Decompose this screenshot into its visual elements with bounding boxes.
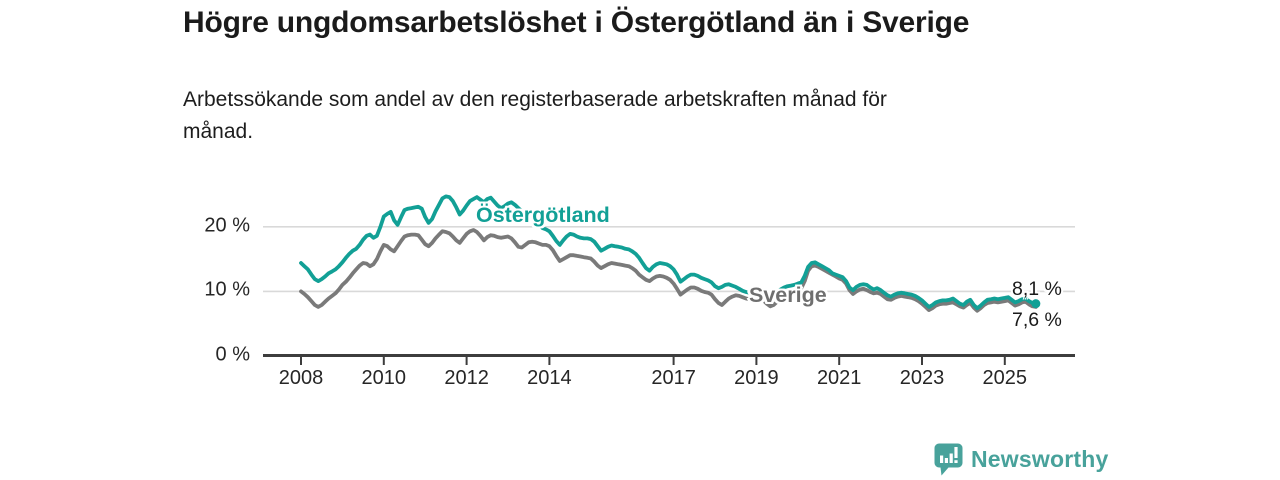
y-tick-label: 0 % [215,343,250,366]
y-tick-label: 20 % [204,214,250,237]
y-tick-label: 10 % [204,278,250,301]
x-tick-label: 2021 [816,367,862,389]
x-tick-label: 2023 [899,367,945,389]
line-series-1 [299,228,1038,313]
newsworthy-logo[interactable]: Newsworthy [934,443,1108,476]
newsworthy-wordmark: Newsworthy [971,446,1109,472]
x-tick-label: 2025 [982,367,1028,389]
x-tick-label: 2010 [361,367,407,389]
x-tick-label: 2008 [278,367,324,389]
line-end-marker [1031,299,1041,309]
bar-chart-exclamation-icon [934,443,963,476]
chart-subtitle: Arbetssökande som andel av den registerb… [183,88,887,143]
x-tick-label: 2017 [651,367,696,389]
x-tick-label: 2019 [734,367,779,389]
page-title: Högre ungdomsarbetslöshet i Östergötland… [183,6,970,39]
end-value-sverige: 7,6 % [1012,309,1062,331]
line-series-0 [299,194,1038,311]
x-tick-label: 2014 [527,367,572,389]
end-value-ostergotland: 8,1 % [1012,278,1062,300]
series-label-ostergotland: Östergötland [476,203,610,227]
series-label-sverige: Sverige [749,283,827,307]
x-tick-label: 2012 [444,367,489,389]
